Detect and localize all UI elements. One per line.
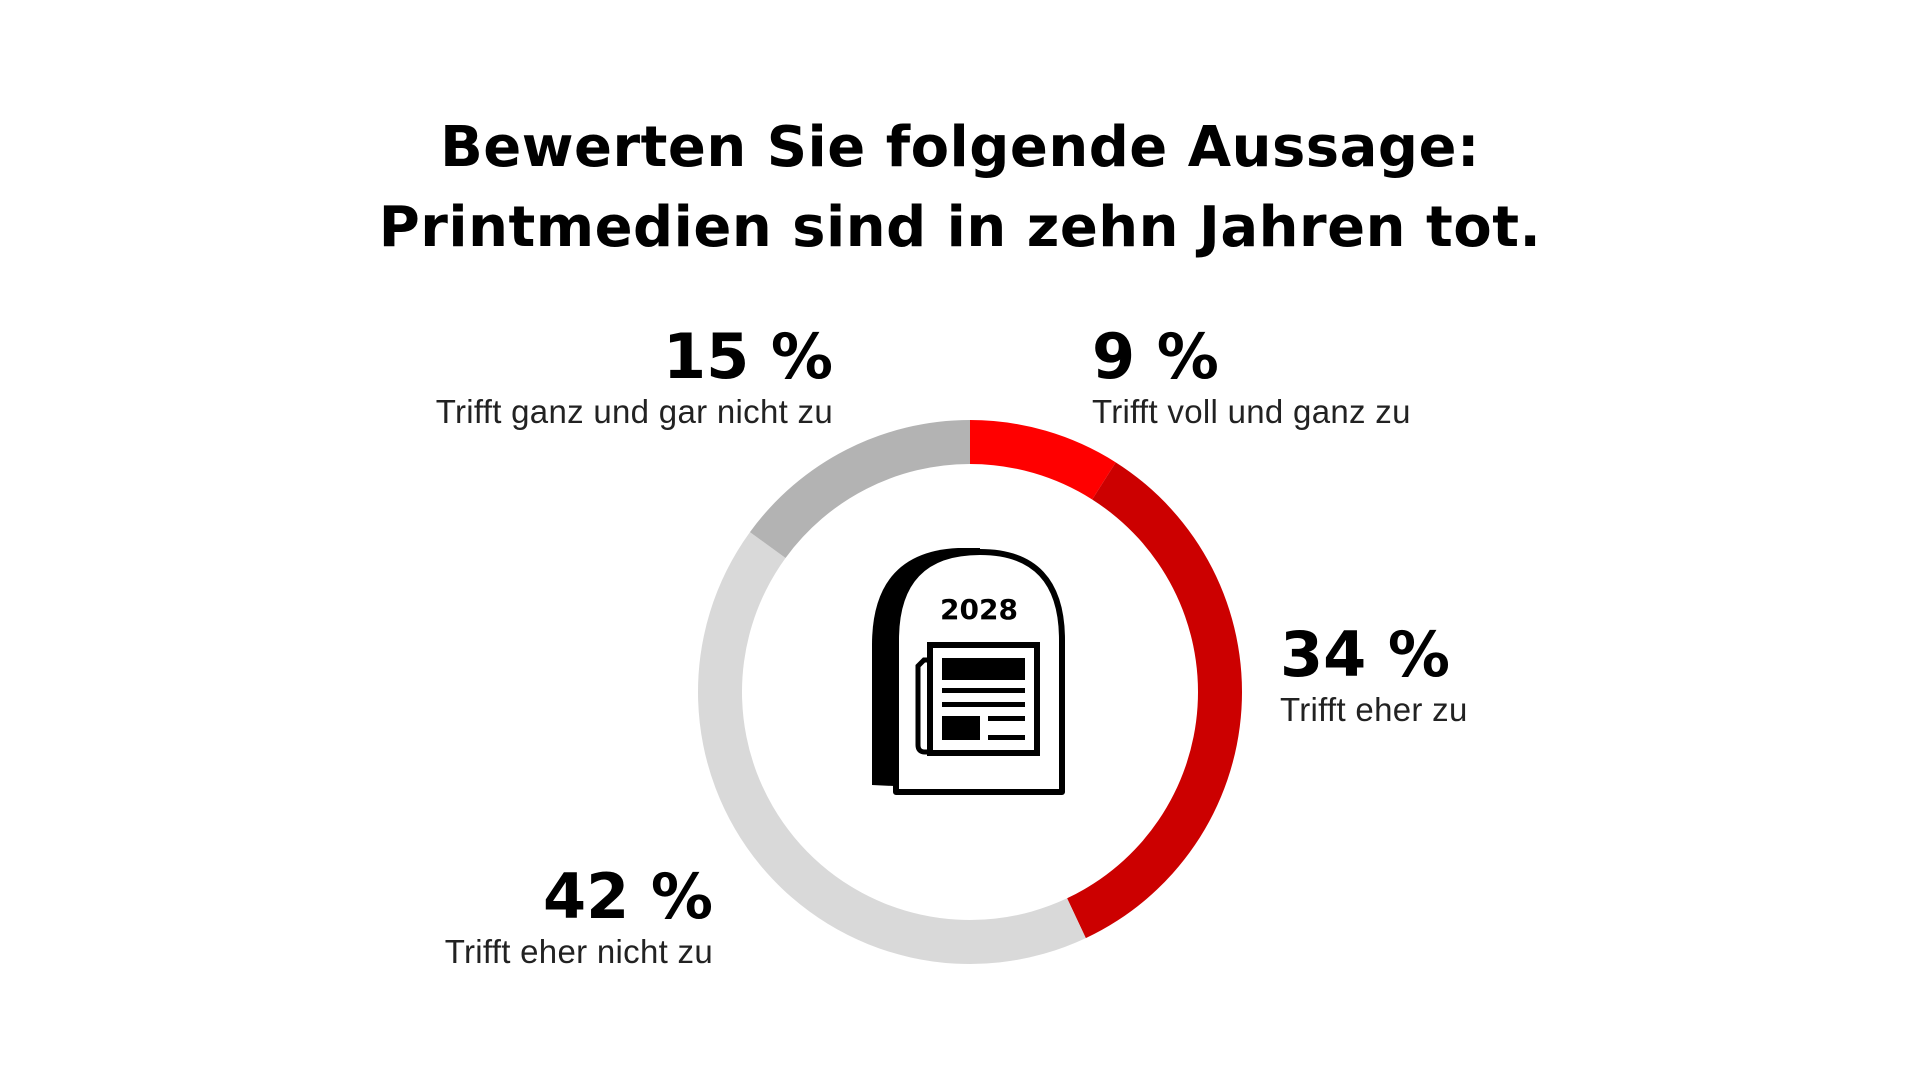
donut-slices <box>697 420 1242 965</box>
slice-label-trifft-voll-und-ganz-zu: 9 % Trifft voll und ganz zu <box>1092 322 1411 432</box>
slice-label-trifft-ganz-und-gar-nicht-zu: 15 % Trifft ganz und gar nicht zu <box>436 322 833 432</box>
slice-category: Trifft eher nicht zu <box>444 933 713 970</box>
slice-percentage: 9 % <box>1092 320 1219 393</box>
donut-slice-trifft-voll-und-ganz-zu <box>970 420 1116 500</box>
chart-title-line-1: Bewerten Sie folgende Aussage: <box>440 115 1480 180</box>
donut-slice-trifft-eher-nicht-zu <box>697 532 1086 965</box>
chart-title: Bewerten Sie folgende Aussage: Printmedi… <box>0 108 1920 268</box>
slice-category: Trifft voll und ganz zu <box>1092 393 1411 430</box>
slice-percentage: 15 % <box>663 320 833 393</box>
tombstone-year: 2028 <box>940 593 1018 626</box>
chart-title-line-2: Printmedien sind in zehn Jahren tot. <box>378 195 1542 260</box>
slice-label-trifft-eher-zu: 34 % Trifft eher zu <box>1280 620 1468 730</box>
slice-percentage: 42 % <box>543 860 713 933</box>
slice-category: Trifft eher zu <box>1280 691 1468 728</box>
slice-category: Trifft ganz und gar nicht zu <box>435 393 833 430</box>
slice-percentage: 34 % <box>1280 618 1450 691</box>
tombstone-newspaper-icon: 2028 <box>872 548 1065 795</box>
slice-label-trifft-eher-nicht-zu: 42 % Trifft eher nicht zu <box>445 862 713 972</box>
donut-slice-trifft-ganz-und-gar-nicht-zu <box>749 420 970 558</box>
donut-slice-trifft-eher-zu <box>1067 462 1242 939</box>
